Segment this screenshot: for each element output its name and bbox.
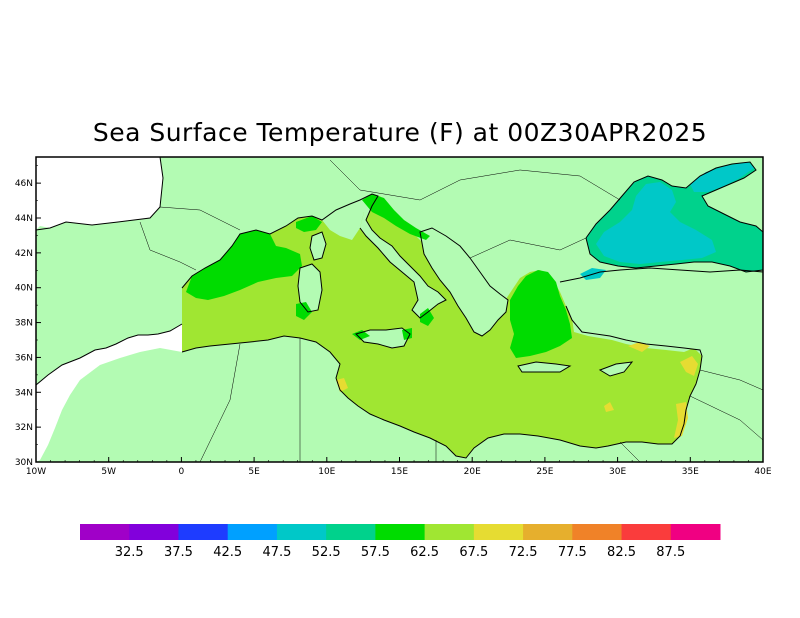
- colorbar-label: 37.5: [164, 545, 193, 560]
- lon-tick-label: 35E: [682, 467, 699, 477]
- lon-tick-label: 20E: [464, 467, 481, 477]
- lon-tick-label: 15E: [391, 467, 408, 477]
- sea-region-calabria-patch: [402, 328, 412, 340]
- land-cyprus: [600, 362, 632, 376]
- colorbar-swatch: [424, 524, 475, 540]
- sea-region-adriatic-north: [362, 194, 430, 240]
- longitude-axis: 10W 5W 0 5E 10E 15E 20E 25E 30E 35E 40E: [26, 457, 772, 477]
- lon-tick-label: 0: [179, 467, 185, 477]
- colorbar-label: 42.5: [213, 545, 242, 560]
- colorbar-label: 67.5: [459, 545, 488, 560]
- lat-tick-label: 32N: [15, 423, 33, 433]
- lon-tick-label: 10E: [318, 467, 335, 477]
- lon-tick-label: 30E: [609, 467, 626, 477]
- colorbar-swatch: [621, 524, 672, 540]
- sea-region-levant-patch: [680, 356, 698, 376]
- lat-tick-label: 36N: [15, 353, 33, 363]
- colorbar-label: 62.5: [410, 545, 439, 560]
- lat-tick-label: 46N: [15, 179, 33, 189]
- colorbar-swatch: [523, 524, 573, 540]
- colorbar-label: 72.5: [509, 545, 538, 560]
- colorbar-label: 47.5: [262, 545, 291, 560]
- sea-region-cyprus-east: [628, 342, 650, 352]
- colorbar-swatch: [375, 524, 426, 540]
- colorbar-label: 57.5: [361, 545, 390, 560]
- colorbar-label: 32.5: [115, 545, 144, 560]
- sea-region-small-patch: [604, 402, 614, 412]
- latitude-axis: 30N 32N 34N 36N 38N 40N 42N 44N 46N: [15, 165, 41, 468]
- land-balkans: [420, 228, 508, 336]
- colorbar-label: 52.5: [312, 545, 341, 560]
- lon-tick-label: 5W: [101, 467, 116, 477]
- land-sicily: [356, 328, 410, 348]
- land-corsica: [310, 232, 326, 260]
- sea-region-black-sea-cool: [596, 182, 716, 264]
- no-data-area-west: [36, 157, 163, 230]
- colorbar-swatch: [572, 524, 623, 540]
- colorbar: 32.5 37.5 42.5 47.5 52.5 57.5 62.5 67.5 72.5 77.5…: [80, 524, 721, 560]
- colorbar-label: 77.5: [558, 545, 587, 560]
- lat-tick-label: 30N: [15, 458, 33, 468]
- land-italy: [322, 194, 446, 318]
- lat-tick-label: 38N: [15, 319, 33, 329]
- colorbar-label: 82.5: [607, 545, 636, 560]
- sea-region-sicily-patch: [352, 330, 370, 340]
- lat-tick-label: 42N: [15, 249, 33, 259]
- sea-region-ionian-patch: [420, 308, 434, 326]
- sea-region-ligurian: [296, 216, 322, 232]
- lon-tick-label: 10W: [26, 467, 46, 477]
- sea-region-sea-of-azov: [690, 162, 754, 192]
- sea-region-levant-south: [674, 402, 688, 438]
- lon-tick-label: 5E: [248, 467, 260, 477]
- sea-region-gulf-of-lion: [186, 230, 302, 300]
- colorbar-swatch: [473, 524, 524, 540]
- colorbar-swatch: [670, 524, 721, 540]
- country-borders: [139, 159, 764, 463]
- sea-region-aegean: [510, 270, 572, 358]
- lat-tick-label: 34N: [15, 388, 33, 398]
- sea-region-mediterranean: [182, 196, 702, 458]
- colorbar-swatch: [276, 524, 327, 540]
- lon-tick-label: 25E: [536, 467, 553, 477]
- colorbar-swatch: [80, 524, 130, 540]
- lon-tick-label: 40E: [754, 467, 771, 477]
- colorbar-swatch: [227, 524, 278, 540]
- lat-tick-label: 44N: [15, 214, 33, 224]
- no-data-area-atlantic-south: [36, 324, 182, 462]
- land-sardinia: [298, 264, 322, 312]
- chart-title: Sea Surface Temperature (F) at 00Z30APR2…: [92, 118, 708, 147]
- colorbar-swatch: [129, 524, 179, 540]
- colorbar-swatch: [178, 524, 229, 540]
- lat-tick-label: 40N: [15, 284, 33, 294]
- colorbar-label: 87.5: [656, 545, 685, 560]
- land-turkey: [560, 268, 763, 350]
- land-north-africa: [182, 336, 684, 462]
- colorbar-swatch: [326, 524, 376, 540]
- coastlines: [35, 156, 764, 459]
- map-area: [35, 156, 764, 463]
- sea-region-west-patch: [296, 302, 312, 320]
